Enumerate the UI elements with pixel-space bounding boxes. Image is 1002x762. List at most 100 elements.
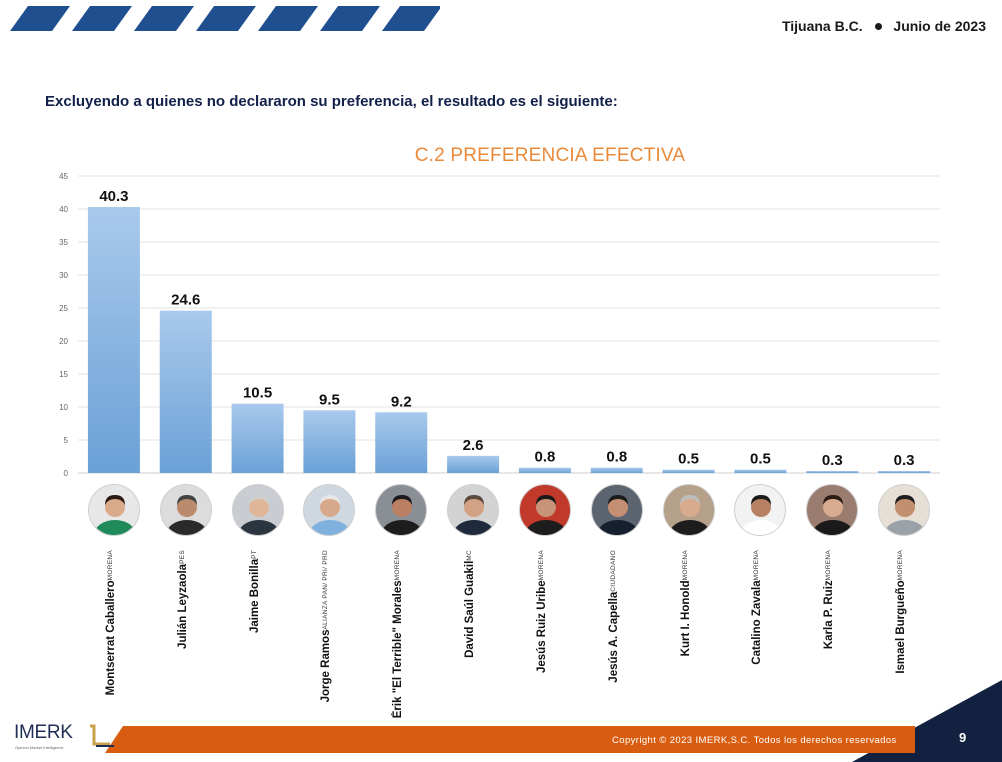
header-stripe [320,6,380,31]
bullet-dot-icon [874,22,882,30]
y-tick-label: 40 [59,205,68,214]
person-avatar-icon [668,495,711,535]
bar [878,471,931,473]
y-tick-label: 10 [59,403,68,412]
data-label: 24.6 [171,292,200,309]
candidate-name: Érik "El Terrible" Morales [392,580,405,719]
candidate-photo [590,484,643,536]
chart-title: C.2 PREFERENCIA EFECTIVA [414,145,686,166]
candidate-label: Jaime BonillaPT [246,550,264,633]
data-label: 10.5 [243,385,272,402]
page-number: 9 [959,730,967,745]
chart-gridlines [78,175,940,474]
header-info: Tijuana B.C. Junio de 2023 [782,18,986,34]
y-tick-label: 35 [59,238,68,247]
candidate-label: Jesús A. CapellaCIUDADANO [605,550,623,683]
candidate-label: Érik "El Terrible" MoralesMORENA [389,550,407,718]
candidate-party: MORENA [106,550,114,581]
header-date: Junio de 2023 [893,18,986,34]
header-stripe [134,6,194,31]
candidate-photo [87,484,140,536]
footer-copyright: Copyright © 2023 IMERK,S.C. Todos los de… [612,735,897,746]
candidate-label: Karla P. RuizMORENA [820,550,838,649]
person-avatar-icon [812,495,855,535]
header-stripe [196,6,256,31]
candidate-party: MORENA [537,550,545,581]
data-label: 0.8 [606,449,627,466]
candidate-label: David Saúl GuakilMC [461,550,479,658]
header-stripe [72,6,132,31]
person-avatar-icon [453,495,496,535]
y-tick-label: 0 [64,469,69,478]
candidate-name: Karla P. Ruiz [823,580,836,650]
person-avatar-icon [524,495,567,535]
y-axis-ticks: 0 5 10 15 20 25 30 35 40 45 [59,172,68,478]
header-stripe [382,6,440,31]
person-avatar-icon [309,495,352,535]
bar [231,403,284,473]
data-label: 9.2 [391,393,412,410]
candidate-label: Julián LeyzaolaPES [174,550,192,649]
bar [87,207,140,473]
data-label: 9.5 [319,391,340,408]
candidate-label: Kurt I. HonoldMORENA [677,550,695,656]
candidate-photo [662,484,715,536]
data-label: 0.8 [534,449,555,466]
bar [159,310,212,473]
candidate-label: Jesús Ruiz UribeMORENA [533,550,551,673]
candidate-party: MORENA [681,550,689,581]
person-avatar-icon [884,495,927,535]
person-avatar-icon [596,495,639,535]
bar [734,469,787,473]
y-tick-label: 5 [64,436,69,445]
chart-bars [87,207,931,473]
candidate-name: Jorge Ramos [320,629,333,703]
data-label: 0.5 [678,451,699,468]
candidate-photo [806,484,859,536]
person-avatar-icon [237,495,280,535]
candidate-label: Catalino ZavalaMORENA [748,550,766,665]
candidate-party: ALIANZA PAN/ PRI/ PRD [322,550,330,630]
candidate-party: MORENA [753,550,761,581]
candidate-name: David Saúl Guakil [464,560,477,658]
logo-tagline: Opinion Market Intelligence [15,745,64,750]
candidate-photo [878,484,931,536]
candidate-photo [159,484,212,536]
data-labels: 40.3 24.6 10.5 9.5 9.2 2.6 0.8 0.8 0.5 0.5 0.3 0.3 [99,188,914,469]
bar [447,455,500,473]
data-label: 0.3 [894,452,915,469]
candidate-photo [303,484,356,536]
candidate-name: Jesús Ruiz Uribe [535,580,548,674]
candidate-name: Catalino Zavala [751,580,764,665]
y-tick-label: 30 [59,271,68,280]
header-stripe-band [10,6,440,31]
candidate-party: PT [250,550,258,559]
person-avatar-icon [165,495,208,535]
y-tick-label: 45 [59,172,68,181]
candidate-photo [231,484,284,536]
y-tick-label: 25 [59,304,68,313]
logo-wordmark: IMERK [14,722,73,743]
footer-bar [105,726,915,753]
candidate-name: Kurt I. Honold [679,580,692,657]
header-stripe [10,6,70,31]
y-tick-label: 15 [59,370,68,379]
data-label: 40.3 [99,188,128,205]
data-label: 0.3 [822,452,843,469]
candidate-label: Jorge RamosALIANZA PAN/ PRI/ PRD [317,550,335,702]
candidate-photo [375,484,428,536]
bar [303,410,356,473]
bar [590,467,643,473]
candidate-photo [518,484,571,536]
candidate-name: Ismael Burgueño [895,580,908,674]
bar [662,469,715,473]
data-label: 0.5 [750,451,771,468]
bar [806,471,859,473]
page-subtitle: Excluyendo a quienes no declararon su pr… [45,93,618,110]
person-avatar-icon [93,495,136,535]
candidate-photo [734,484,787,536]
candidate-name: Julián Leyzaola [176,563,189,649]
candidate-name: Jesús A. Capella [607,591,620,683]
company-logo: IMERK Opinion Market Intelligence [14,722,114,752]
